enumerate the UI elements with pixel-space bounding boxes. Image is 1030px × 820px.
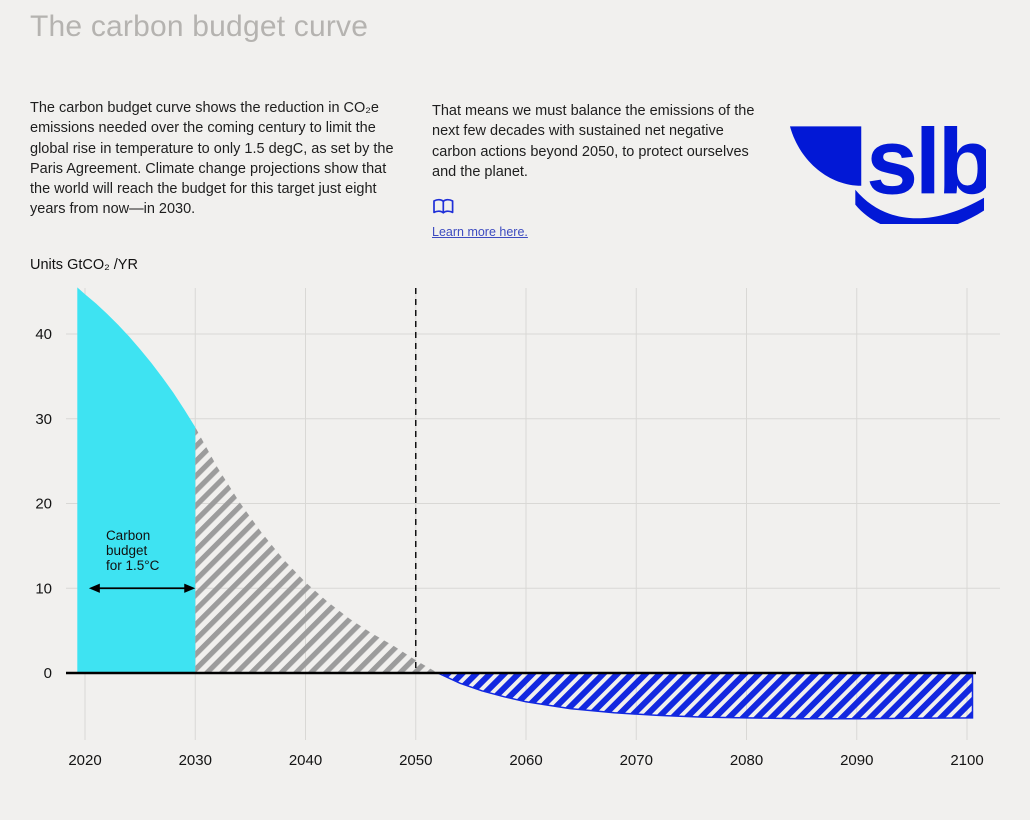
carbon-budget-area (77, 287, 196, 673)
intro-paragraph-left: The carbon budget curve shows the reduct… (30, 100, 394, 218)
intro-paragraph-right: That means we must balance the emissions… (432, 103, 755, 180)
net-negative-hatched-area (437, 672, 974, 720)
y-tick-label: 20 (35, 496, 52, 513)
y-tick-label: 40 (35, 326, 52, 343)
slb-logo-flag-shape (789, 126, 862, 186)
open-book-icon[interactable] (432, 198, 456, 216)
x-tick-label: 2080 (730, 752, 763, 769)
slb-logo: slb (789, 110, 986, 224)
y-tick-label: 10 (35, 580, 52, 597)
x-tick-label: 2060 (509, 752, 542, 769)
x-tick-label: 2050 (399, 752, 432, 769)
y-tick-label: 0 (44, 665, 52, 682)
budget-arrow-left-head (88, 583, 100, 593)
x-tick-label: 2070 (620, 752, 653, 769)
budget-annotation-label: Carbon budget for 1.5°C (106, 528, 160, 573)
slb-logo-swoosh (855, 189, 985, 224)
slb-logo-text: slb (866, 110, 986, 214)
page-title: The carbon budget curve (30, 10, 369, 43)
learn-more-link[interactable]: Learn more here. (432, 225, 528, 239)
x-tick-label: 2090 (840, 752, 873, 769)
y-tick-label: 30 (35, 411, 52, 428)
overshoot-hatched-area (195, 427, 438, 673)
x-tick-label: 2100 (950, 752, 983, 769)
chart-y-axis-title: Units GtCO₂ /YR (30, 257, 138, 273)
x-tick-label: 2030 (179, 752, 212, 769)
x-tick-label: 2040 (289, 752, 322, 769)
budget-arrow-right-head (184, 583, 196, 593)
x-tick-label: 2020 (68, 752, 101, 769)
